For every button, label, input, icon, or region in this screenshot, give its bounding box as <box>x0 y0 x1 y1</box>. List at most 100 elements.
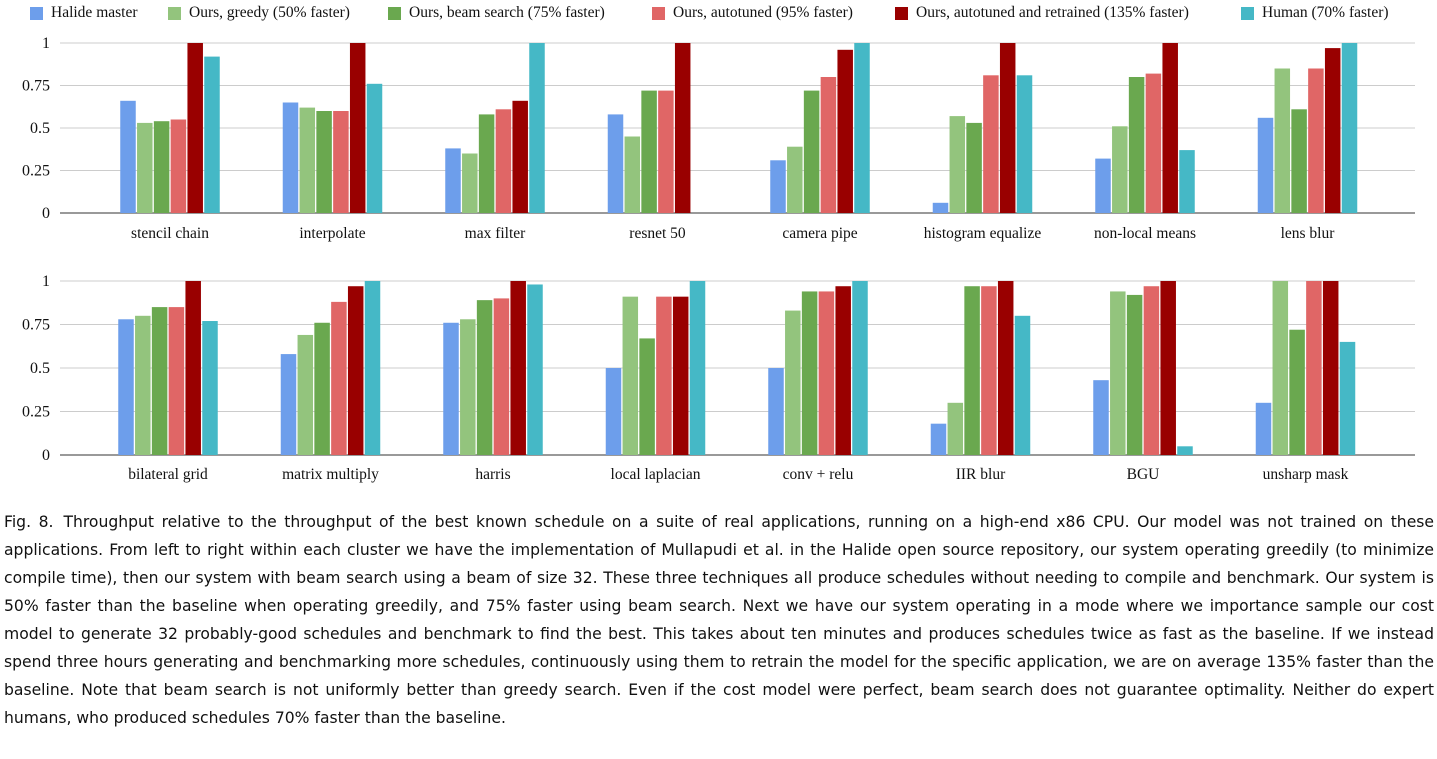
bar <box>1179 150 1195 213</box>
bar <box>837 49 853 213</box>
y-tick-label: 0.25 <box>22 163 50 180</box>
bar <box>297 334 314 455</box>
bar <box>1112 126 1128 213</box>
legend-swatch <box>388 6 401 20</box>
bar <box>639 338 655 455</box>
bar <box>493 298 510 455</box>
x-category-label: bilateral grid <box>128 466 208 483</box>
bar <box>983 75 999 213</box>
bar <box>1341 43 1358 213</box>
bar <box>135 315 151 455</box>
bar <box>999 43 1016 213</box>
bar <box>349 43 366 213</box>
bar <box>202 321 218 455</box>
bar <box>476 300 493 455</box>
legend-label: Ours, beam search (75% faster) <box>409 4 605 21</box>
bar <box>1128 77 1145 213</box>
bar <box>966 122 982 213</box>
bar <box>314 322 330 455</box>
caption-text: Throughput relative to the throughput of… <box>4 513 1435 727</box>
legend-label: Ours, autotuned (95% faster) <box>673 4 853 21</box>
bar <box>1291 109 1307 213</box>
bar <box>1014 315 1031 455</box>
bar <box>510 281 526 455</box>
bar <box>803 90 820 213</box>
bar <box>787 146 803 213</box>
bar <box>770 160 786 213</box>
bar <box>118 319 134 455</box>
x-category-label: unsharp mask <box>1263 466 1349 483</box>
bar <box>137 122 153 213</box>
legend-label: Ours, autotuned and retrained (135% fast… <box>916 4 1189 21</box>
bar <box>1322 281 1339 455</box>
bar <box>204 56 220 213</box>
y-tick-label: 1 <box>42 273 50 290</box>
bar <box>768 368 784 455</box>
bar <box>187 43 203 213</box>
bar <box>624 136 641 213</box>
legend-label: Human (70% faster) <box>1262 4 1389 21</box>
legend-item-halide-master: Halide master <box>30 2 138 24</box>
x-category-label: histogram equalize <box>924 225 1042 242</box>
bar <box>854 43 870 213</box>
bar <box>460 319 476 455</box>
bar <box>622 296 639 455</box>
bar <box>153 121 170 213</box>
y-tick-label: 0.75 <box>22 78 50 95</box>
x-category-label: resnet 50 <box>629 225 686 242</box>
bar <box>1016 75 1033 213</box>
bar <box>331 301 347 455</box>
x-category-label: local laplacian <box>611 466 701 483</box>
bar <box>1110 291 1126 455</box>
x-category-label: harris <box>475 466 510 483</box>
bar <box>658 90 674 213</box>
legend-swatch <box>30 6 43 20</box>
x-category-label: conv + relu <box>783 466 854 483</box>
legend-item-autotuned: Ours, autotuned (95% faster) <box>652 2 853 24</box>
legend-item-autotuned-retrained: Ours, autotuned and retrained (135% fast… <box>895 2 1189 24</box>
legend-item-greedy: Ours, greedy (50% faster) <box>168 2 350 24</box>
y-tick-label: 0.5 <box>30 360 50 377</box>
bar <box>1257 117 1274 213</box>
bar <box>997 281 1014 455</box>
y-tick-label: 0.25 <box>22 404 50 421</box>
bar <box>785 310 801 455</box>
legend-label: Ours, greedy (50% faster) <box>189 4 350 21</box>
bar <box>930 423 947 455</box>
bar <box>316 111 332 213</box>
bar <box>1093 380 1109 455</box>
bar <box>689 281 706 455</box>
bar <box>1177 446 1193 455</box>
bar <box>1143 286 1160 455</box>
bar <box>282 102 299 213</box>
legend-item-human: Human (70% faster) <box>1241 2 1389 24</box>
bar <box>1274 68 1291 213</box>
bar <box>185 281 201 455</box>
caption-label: Fig. 8. <box>4 513 54 531</box>
bar <box>1126 294 1143 455</box>
legend-swatch <box>652 6 665 20</box>
bar <box>947 402 964 455</box>
x-category-label: lens blur <box>1281 225 1336 242</box>
y-tick-label: 0.75 <box>22 317 50 334</box>
x-category-label: interpolate <box>299 225 365 242</box>
x-category-label: camera pipe <box>782 225 857 242</box>
bar <box>605 368 622 455</box>
bar <box>527 284 543 455</box>
bar <box>170 119 187 213</box>
x-category-label: BGU <box>1127 466 1160 483</box>
bar <box>495 109 512 213</box>
x-category-label: matrix multiply <box>282 466 379 483</box>
bar <box>366 83 383 213</box>
bar <box>607 114 624 213</box>
bar <box>1145 73 1162 213</box>
bar <box>1289 329 1305 455</box>
bar <box>478 114 495 213</box>
bar <box>949 116 966 213</box>
bar <box>364 281 381 455</box>
bar <box>462 153 478 213</box>
bar <box>280 354 297 455</box>
bar <box>1095 158 1111 213</box>
bar <box>820 77 837 213</box>
x-category-label: IIR blur <box>956 466 1006 483</box>
